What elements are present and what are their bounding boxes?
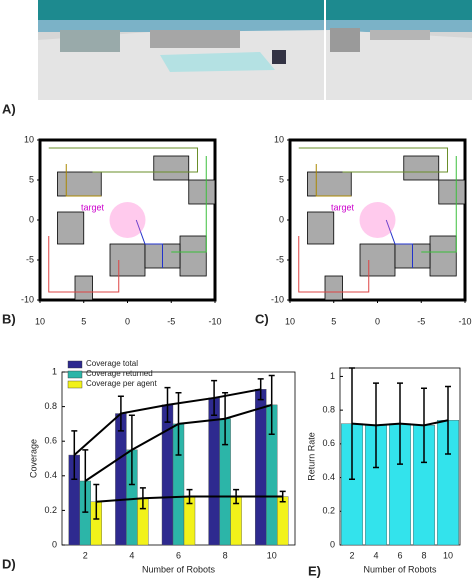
trajectory (135, 219, 163, 268)
x-tick-label: 2 (83, 550, 88, 560)
panel-label: C) (255, 311, 269, 326)
target-zone (359, 202, 396, 238)
y-tick-label: 5 (29, 174, 34, 184)
x-tick-label: 8 (223, 550, 228, 560)
wall (359, 243, 396, 277)
y-tick-label: 0.6 (44, 436, 57, 446)
x-tick-label: 0 (125, 316, 130, 326)
panel-label: A) (2, 101, 16, 116)
legend-label: Coverage total (86, 359, 138, 368)
trajectory (298, 236, 370, 293)
y-tick-label: -10 (271, 294, 284, 304)
x-tick-label: 8 (421, 550, 426, 560)
legend-label: Coverage returned (86, 369, 153, 378)
wall (57, 211, 85, 245)
x-tick-label: 10 (267, 550, 277, 560)
y-tick-label: 0 (279, 214, 284, 224)
trajectory (48, 236, 120, 293)
y-tick-label: 10 (274, 134, 284, 144)
mean-line (96, 495, 283, 503)
y-tick-label: 0 (52, 539, 57, 549)
mean-line (84, 403, 272, 482)
bar (161, 404, 174, 546)
target-label: target (81, 202, 105, 212)
y-tick-label: 10 (24, 134, 34, 144)
y-tick-label: 0 (29, 214, 34, 224)
x-tick-label: 0 (375, 316, 380, 326)
wall (153, 155, 190, 181)
bar (115, 413, 127, 546)
x-tick-label: -10 (458, 316, 471, 326)
y-tick-label: 0.6 (322, 438, 335, 448)
x-tick-label: 10 (285, 316, 295, 326)
y-tick-label: 1 (330, 371, 335, 381)
legend-swatch (67, 380, 83, 389)
wall (307, 211, 335, 245)
y-tick-label: 0 (330, 539, 335, 549)
trajectory (171, 156, 207, 253)
y-tick-label: 0.8 (322, 405, 335, 415)
trajectory (421, 156, 457, 253)
trajectory (298, 147, 448, 173)
y-tick-label: 0.2 (44, 505, 57, 515)
y-tick-label: 0.4 (322, 472, 335, 482)
legend-swatch (67, 360, 83, 369)
bar (277, 496, 289, 546)
wall (429, 235, 457, 277)
mean-line (73, 388, 261, 456)
wall (307, 171, 352, 197)
x-tick-label: 6 (397, 550, 402, 560)
wall (324, 275, 343, 301)
y-axis-label: Return Rate (306, 432, 316, 481)
y-tick-label: 1 (52, 366, 57, 376)
mean-line (351, 419, 449, 427)
target-label: target (331, 202, 355, 212)
y-tick-label: 0.4 (44, 470, 57, 480)
x-axis-label: Number of Robots (142, 564, 216, 574)
wall (74, 275, 93, 301)
wall (57, 171, 102, 197)
wall (188, 179, 216, 205)
wall (109, 243, 146, 277)
trajectory (385, 219, 413, 268)
x-tick-label: 10 (35, 316, 45, 326)
wall (438, 179, 466, 205)
trajectory (48, 147, 198, 173)
y-tick-label: 5 (279, 174, 284, 184)
x-tick-label: 2 (349, 550, 354, 560)
wall (403, 155, 440, 181)
y-tick-label: -10 (21, 294, 34, 304)
error-bar (349, 367, 355, 481)
x-tick-label: 4 (129, 550, 134, 560)
x-tick-label: 4 (373, 550, 378, 560)
y-tick-label: -5 (26, 254, 34, 264)
trajectory (315, 164, 352, 197)
render-3d (38, 0, 472, 100)
panel-label: B) (2, 311, 16, 326)
x-tick-label: 5 (331, 316, 336, 326)
panel-label: E) (308, 563, 321, 578)
wall (179, 235, 207, 277)
target-zone (109, 202, 146, 238)
y-tick-label: -5 (276, 254, 284, 264)
x-tick-label: 6 (176, 550, 181, 560)
legend-swatch (67, 370, 83, 379)
error-bar (445, 385, 451, 455)
x-tick-label: 5 (81, 316, 86, 326)
legend-label: Coverage per agent (86, 379, 157, 388)
x-tick-label: 10 (443, 550, 453, 560)
y-tick-label: 0.8 (44, 401, 57, 411)
panel-label: D) (2, 556, 16, 571)
trajectory (65, 164, 102, 197)
y-tick-label: 0.2 (322, 506, 335, 516)
x-tick-label: -5 (417, 316, 425, 326)
y-axis-label: Coverage (28, 439, 38, 478)
x-axis-label: Number of Robots (363, 564, 437, 574)
x-tick-label: -5 (167, 316, 175, 326)
x-tick-label: -10 (208, 316, 221, 326)
bar (254, 389, 267, 546)
